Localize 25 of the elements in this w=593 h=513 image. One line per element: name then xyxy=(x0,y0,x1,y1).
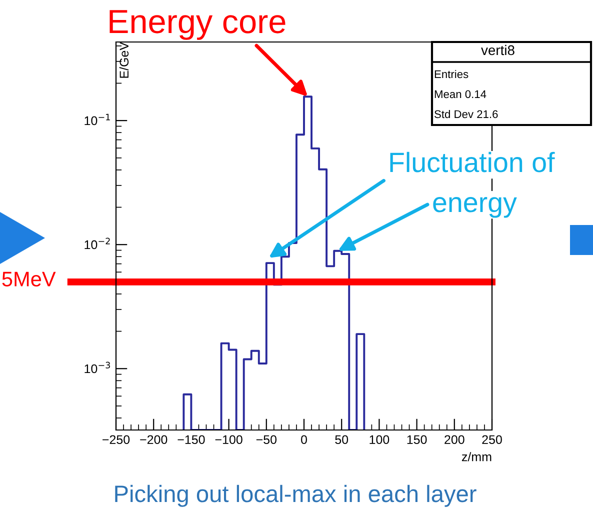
x-tick-label: 200 xyxy=(444,435,464,444)
y-tick-label: 10$^{−3}$ xyxy=(84,362,110,374)
annotation: Energy core xyxy=(110,10,286,40)
x-axis-title: z/mm xyxy=(462,452,492,462)
x-tick-label: 100 xyxy=(370,435,390,444)
x-tick-label: 50 xyxy=(335,435,348,444)
x-tick-label: −200 xyxy=(140,435,168,444)
annotation: Std Dev 21.6 xyxy=(434,110,498,118)
ref-line-label: 5MeV xyxy=(2,272,56,286)
x-tick-label: −150 xyxy=(178,435,205,444)
x-tick-label: 250 xyxy=(482,435,502,444)
annotation: Fluctuation of xyxy=(390,152,555,172)
y-tick-label: 10$^{−2}$ xyxy=(84,238,110,250)
x-tick-label: −100 xyxy=(215,435,242,444)
annotation: Mean 0.14 xyxy=(434,90,486,98)
x-tick-label: −50 xyxy=(256,435,277,444)
annotation: Entries xyxy=(434,70,468,78)
y-tick-label: 10$^{−1}$ xyxy=(84,114,110,126)
y-axis-title: E/GeV xyxy=(119,42,129,78)
x-tick-label: 150 xyxy=(407,435,427,444)
annotation: verti8 xyxy=(481,44,514,56)
x-tick-label: 0 xyxy=(301,435,307,444)
annotation: energy xyxy=(433,197,517,218)
text: Picking out local-max in each layer xyxy=(115,484,476,507)
x-tick-label: −250 xyxy=(102,435,130,444)
